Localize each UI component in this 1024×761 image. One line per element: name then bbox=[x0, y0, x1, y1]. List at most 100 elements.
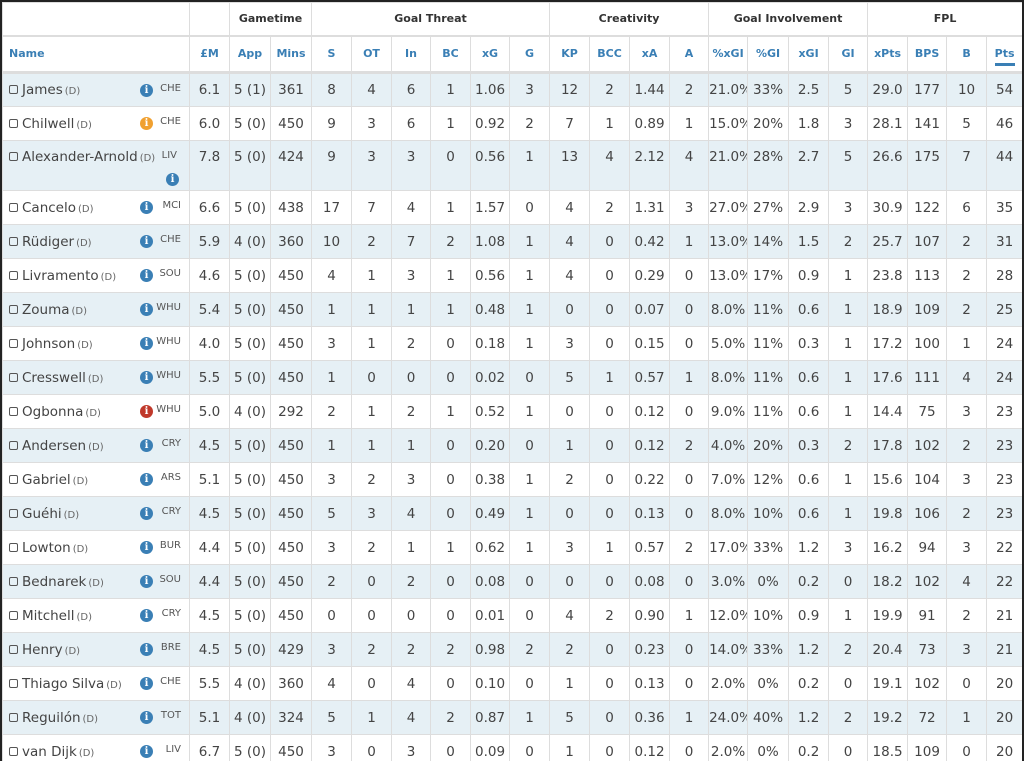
info-icon[interactable]: i bbox=[140, 235, 153, 248]
player-name[interactable]: Mitchell bbox=[22, 607, 75, 624]
column-header-pct-xgi[interactable]: %xGI bbox=[708, 35, 749, 74]
info-icon[interactable]: i bbox=[140, 303, 153, 316]
info-icon[interactable]: i bbox=[140, 84, 153, 97]
cell-xg: 1.57 bbox=[470, 190, 511, 225]
player-name[interactable]: Thiago Silva bbox=[22, 675, 105, 692]
column-header-kp[interactable]: KP bbox=[549, 35, 591, 74]
player-name[interactable]: van Dijk bbox=[22, 743, 77, 760]
player-name[interactable]: Bednarek bbox=[22, 573, 87, 590]
player-name[interactable]: Gabriel bbox=[22, 471, 71, 488]
column-header-xg[interactable]: xG bbox=[470, 35, 511, 74]
column-header-s[interactable]: S bbox=[311, 35, 353, 74]
cell-pricem: 4.6 bbox=[189, 258, 230, 293]
select-checkbox[interactable] bbox=[9, 644, 18, 654]
player-name[interactable]: Guéhi bbox=[22, 505, 62, 522]
player-name[interactable]: Andersen bbox=[22, 437, 87, 454]
column-header-app[interactable]: App bbox=[229, 35, 271, 74]
column-header-xpts[interactable]: xPts bbox=[867, 35, 909, 74]
info-icon[interactable]: i bbox=[140, 677, 153, 690]
select-checkbox[interactable] bbox=[9, 85, 18, 94]
cell-a: 1 bbox=[669, 360, 710, 395]
player-name[interactable]: Cresswell bbox=[22, 369, 86, 386]
player-name[interactable]: Henry bbox=[22, 641, 63, 658]
select-checkbox[interactable] bbox=[9, 202, 18, 212]
info-icon[interactable]: i bbox=[140, 405, 153, 418]
column-header-xgi[interactable]: xGI bbox=[788, 35, 830, 74]
cell-kp: 4 bbox=[549, 598, 591, 633]
column-header-pts[interactable]: Pts bbox=[986, 35, 1022, 74]
select-checkbox[interactable] bbox=[9, 746, 18, 756]
info-icon[interactable]: i bbox=[140, 117, 153, 130]
select-checkbox[interactable] bbox=[9, 508, 18, 518]
player-name[interactable]: Ogbonna bbox=[22, 403, 84, 420]
info-icon[interactable]: i bbox=[140, 473, 153, 486]
info-icon[interactable]: i bbox=[140, 371, 153, 384]
player-name[interactable]: Chilwell bbox=[22, 115, 75, 132]
select-checkbox[interactable] bbox=[9, 338, 18, 348]
select-checkbox[interactable] bbox=[9, 270, 18, 280]
info-icon[interactable]: i bbox=[140, 439, 153, 452]
column-header-bc[interactable]: BC bbox=[430, 35, 472, 74]
player-name[interactable]: Reguilón bbox=[22, 709, 81, 726]
column-header-xa[interactable]: xA bbox=[629, 35, 671, 74]
cell-mins: 424 bbox=[269, 140, 313, 191]
select-checkbox[interactable] bbox=[9, 236, 18, 246]
select-checkbox[interactable] bbox=[9, 678, 18, 688]
select-checkbox[interactable] bbox=[9, 576, 18, 586]
table-row: Andersen (D) i CRY 4.5 5 (0) 450 1 1 1 0 0.20 0 1 0 0.1… bbox=[2, 428, 1022, 463]
cell-bps: 100 bbox=[907, 326, 948, 361]
info-icon[interactable]: i bbox=[140, 269, 153, 282]
player-name[interactable]: Rüdiger bbox=[22, 233, 75, 250]
info-icon[interactable]: i bbox=[166, 173, 179, 186]
info-icon[interactable]: i bbox=[140, 609, 153, 622]
select-checkbox[interactable] bbox=[9, 406, 18, 416]
info-icon[interactable]: i bbox=[140, 201, 153, 214]
select-checkbox[interactable] bbox=[9, 304, 18, 314]
select-checkbox[interactable] bbox=[9, 610, 18, 620]
select-checkbox[interactable] bbox=[9, 542, 18, 552]
info-icon[interactable]: i bbox=[140, 711, 153, 724]
cell-bc: 0 bbox=[430, 734, 472, 761]
info-icon[interactable]: i bbox=[140, 643, 153, 656]
cell-xpts: 19.8 bbox=[867, 496, 909, 531]
column-header-pricem[interactable]: £M bbox=[189, 35, 230, 74]
column-header-ot[interactable]: OT bbox=[351, 35, 393, 74]
player-name[interactable]: Alexander-Arnold bbox=[22, 149, 138, 165]
column-header-pct-gi[interactable]: %GI bbox=[747, 35, 790, 74]
select-checkbox[interactable] bbox=[9, 474, 18, 484]
cell-xpts: 23.8 bbox=[867, 258, 909, 293]
column-header-mins[interactable]: Mins bbox=[269, 35, 313, 74]
player-name[interactable]: Lowton bbox=[22, 539, 71, 556]
column-header-g[interactable]: G bbox=[509, 35, 551, 74]
info-icon[interactable]: i bbox=[140, 507, 153, 520]
select-checkbox[interactable] bbox=[9, 152, 18, 161]
cell-xa: 0.15 bbox=[629, 326, 671, 361]
cell-in: 3 bbox=[391, 258, 432, 293]
player-name[interactable]: Johnson bbox=[22, 335, 76, 352]
column-header-bcc[interactable]: BCC bbox=[589, 35, 631, 74]
player-name[interactable]: Livramento bbox=[22, 267, 99, 284]
select-checkbox[interactable] bbox=[9, 440, 18, 450]
cell-b: 3 bbox=[946, 530, 988, 565]
column-header-name[interactable]: Name bbox=[2, 35, 190, 74]
info-icon[interactable]: i bbox=[140, 337, 153, 350]
info-icon[interactable]: i bbox=[140, 745, 153, 758]
player-name[interactable]: Zouma bbox=[22, 301, 70, 318]
info-icon[interactable]: i bbox=[140, 541, 153, 554]
player-name[interactable]: Cancelo bbox=[22, 199, 76, 216]
column-header-gi[interactable]: GI bbox=[828, 35, 869, 74]
player-name[interactable]: James bbox=[22, 82, 63, 98]
column-header-b[interactable]: B bbox=[946, 35, 988, 74]
cell-bcc: 0 bbox=[589, 462, 631, 497]
select-checkbox[interactable] bbox=[9, 118, 18, 128]
cell-g: 1 bbox=[509, 530, 551, 565]
cell-bps: 113 bbox=[907, 258, 948, 293]
info-icon[interactable]: i bbox=[140, 575, 153, 588]
cell-pricem: 5.5 bbox=[189, 666, 230, 701]
column-header-in[interactable]: In bbox=[391, 35, 432, 74]
column-header-bps[interactable]: BPS bbox=[907, 35, 948, 74]
table-row: James (D) i CHE 6.1 5 (1) 361 8 4 6 1 1.06 3 12 2 1.44 2… bbox=[2, 72, 1022, 107]
select-checkbox[interactable] bbox=[9, 372, 18, 382]
select-checkbox[interactable] bbox=[9, 712, 18, 722]
column-header-a[interactable]: A bbox=[669, 35, 710, 74]
